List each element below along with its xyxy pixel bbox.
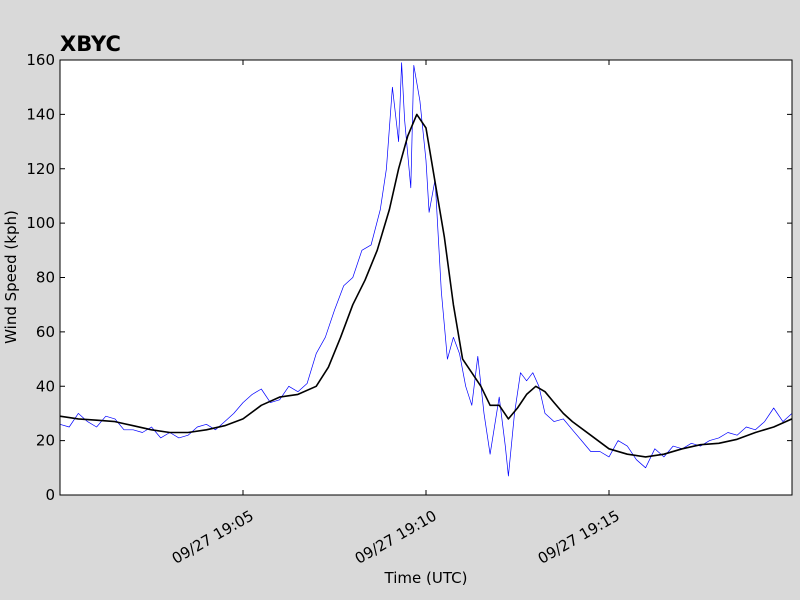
x-tick-label: 09/27 19:05 (169, 507, 257, 568)
y-tick-label: 0 (45, 486, 55, 504)
series-lines (59, 62, 793, 477)
y-tick-label: 120 (26, 160, 55, 178)
y-tick-label: 60 (36, 323, 55, 341)
y-tick-label: 140 (26, 105, 55, 123)
y-tick-label: 40 (36, 377, 55, 395)
series-line-1 (59, 62, 793, 477)
series-line-2 (59, 113, 793, 458)
x-tick-label: 09/27 19:15 (535, 507, 623, 568)
y-tick-label: 20 (36, 432, 55, 450)
x-axis-label: Time (UTC) (384, 569, 468, 587)
chart-title: XBYC (60, 32, 121, 56)
y-axis-label: Wind Speed (kph) (2, 210, 20, 344)
y-tick-label: 80 (36, 269, 55, 287)
plot-area (60, 60, 792, 495)
plot-frame (59, 59, 793, 496)
y-tick-label: 160 (26, 51, 55, 69)
x-tick-label: 09/27 19:10 (352, 507, 440, 568)
y-tick-label: 100 (26, 214, 55, 232)
